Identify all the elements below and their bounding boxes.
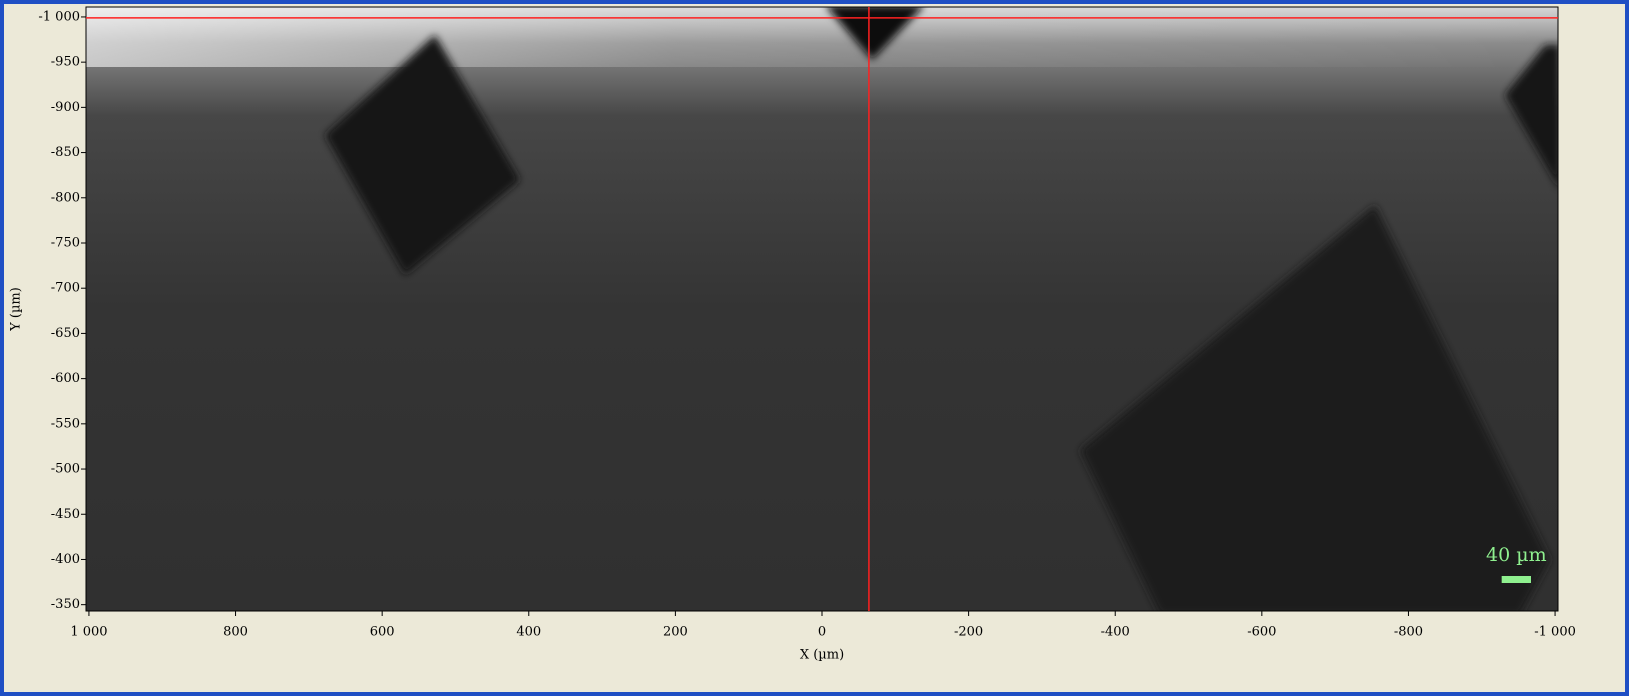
scale-bar-label: 40 µm bbox=[1486, 544, 1547, 566]
x-axis-title: X (µm) bbox=[800, 648, 844, 663]
x-tick-label: 200 bbox=[663, 625, 688, 640]
y-tick-label: -350 bbox=[51, 597, 80, 612]
y-tick-label: -900 bbox=[51, 100, 80, 115]
y-tick-label: -850 bbox=[51, 145, 80, 160]
y-tick-label: -600 bbox=[51, 371, 80, 386]
x-tick-label: -600 bbox=[1247, 625, 1276, 640]
y-tick-label: -950 bbox=[51, 55, 80, 70]
y-tick-label: -1 000 bbox=[38, 9, 80, 24]
micrograph bbox=[86, 5, 1560, 615]
y-tick-label: -800 bbox=[51, 190, 80, 205]
x-tick-label: 0 bbox=[818, 625, 826, 640]
x-tick-label: -800 bbox=[1394, 625, 1423, 640]
y-tick-label: -750 bbox=[51, 235, 80, 250]
x-tick-label: 600 bbox=[370, 625, 395, 640]
y-tick-label: -500 bbox=[51, 462, 80, 477]
x-tick-label: 800 bbox=[223, 625, 248, 640]
x-tick-label: 400 bbox=[516, 625, 541, 640]
x-tick-label: -400 bbox=[1101, 625, 1130, 640]
x-tick-label: 1 000 bbox=[70, 625, 107, 640]
y-axis-title: Y (µm) bbox=[9, 287, 24, 332]
y-tick-label: -450 bbox=[51, 507, 80, 522]
y-tick-label: -650 bbox=[51, 326, 80, 341]
image-view: X (µm) Y (µm) 1 000 800 600 400 200 0 -200 -400… bbox=[0, 0, 1629, 696]
x-tick-label: -200 bbox=[954, 625, 983, 640]
y-tick-label: -400 bbox=[51, 552, 80, 567]
scale-bar bbox=[1502, 576, 1531, 583]
x-tick-label: -1 000 bbox=[1534, 625, 1576, 640]
y-tick-label: -700 bbox=[51, 281, 80, 296]
page: X (µm) Y (µm) 1 000 800 600 400 200 0 -200 -400… bbox=[0, 0, 1629, 696]
y-tick-label: -550 bbox=[51, 416, 80, 431]
